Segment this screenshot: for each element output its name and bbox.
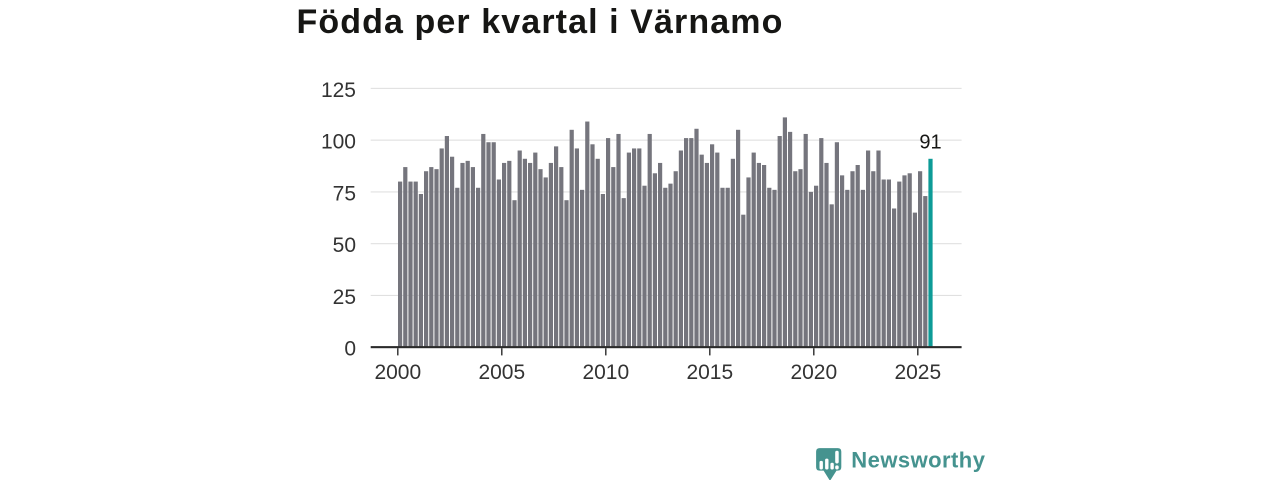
svg-text:Födda per kvartal i Värnamo: Födda per kvartal i Värnamo [297, 3, 784, 41]
svg-text:2025: 2025 [894, 361, 941, 384]
svg-text:0: 0 [344, 338, 356, 361]
svg-text:2020: 2020 [790, 361, 837, 384]
svg-text:75: 75 [333, 182, 356, 205]
svg-text:Newsworthy: Newsworthy [851, 448, 985, 473]
svg-text:50: 50 [333, 234, 356, 257]
svg-text:25: 25 [333, 286, 356, 309]
svg-text:2010: 2010 [582, 361, 629, 384]
svg-text:2005: 2005 [478, 361, 525, 384]
svg-text:125: 125 [321, 79, 356, 102]
svg-text:2015: 2015 [686, 361, 733, 384]
svg-text:91: 91 [919, 131, 941, 153]
svg-text:100: 100 [321, 131, 356, 154]
svg-text:2000: 2000 [374, 361, 421, 384]
